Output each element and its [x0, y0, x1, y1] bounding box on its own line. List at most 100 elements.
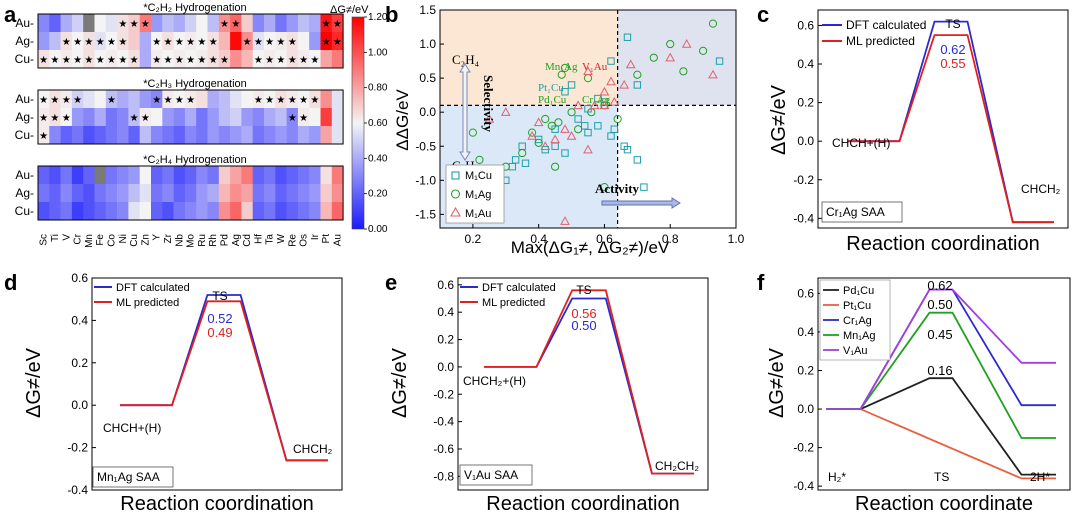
panel-f-legend-label: Pt₁Cu [843, 300, 871, 312]
activity-arrow [601, 197, 681, 209]
heatmap-cell [128, 184, 140, 203]
heatmap-cell [184, 90, 197, 109]
heatmap-star: ★ [276, 55, 285, 66]
panel-e-end-label: CH₂CH₂ [655, 459, 699, 473]
panel-f-legend-label: V₁Au [843, 345, 868, 357]
heatmap-cell [309, 126, 321, 145]
heatmap-cell [173, 202, 186, 221]
scatter-point-m1ag [557, 70, 566, 79]
heatmap-col-label: Ti [50, 234, 61, 242]
panel-c-legend: DFT calculated ML predicted [822, 18, 926, 48]
heatmap-star: ★ [39, 95, 48, 106]
heatmap-cell [207, 166, 220, 185]
heatmap-star: ★ [254, 95, 263, 106]
heatmap-cell [105, 126, 118, 145]
heatmap-star: ★ [130, 19, 139, 30]
heatmap-star: ★ [107, 37, 116, 48]
scatter-point-m1cu [633, 156, 642, 164]
scatter-point-m1ag [613, 114, 622, 124]
heatmap-cell [151, 50, 163, 69]
heatmap-col-label: Pd [220, 234, 231, 246]
panel-label-a: a [4, 2, 17, 27]
heatmap-star: ★ [164, 95, 173, 106]
heatmap-cell [286, 32, 299, 51]
panel-d-start-label: CHCH+(H) [103, 421, 161, 435]
heatmap-col-label: Ni [118, 234, 129, 243]
heatmap-cell [264, 184, 276, 203]
heatmap-frame [37, 89, 344, 145]
heatmap-cell [297, 184, 310, 203]
scatter-point-m1ag [468, 128, 477, 137]
profile-y-tick-label: 0.6 [797, 286, 814, 300]
heatmap-cell [275, 14, 287, 33]
heatmap-cell [297, 202, 310, 221]
heatmap-cell [49, 32, 61, 51]
heatmap-star: ★ [84, 55, 93, 66]
annotation-v1au: V₁Au [582, 61, 608, 73]
region-bottom-right [617, 105, 736, 228]
heatmap-cell [139, 202, 152, 221]
profile-y-tick-label: -0.2 [793, 173, 814, 187]
scatter-point-m1ag [560, 63, 570, 73]
heatmap-cell [49, 108, 61, 127]
heatmap-cell [184, 108, 197, 127]
scatter-point-m1au [606, 76, 616, 86]
heatmap-cell [94, 166, 107, 185]
heatmap-cell [139, 14, 152, 33]
legend-ml-e: ML predicted [482, 297, 545, 309]
scatter-point-m1au [573, 100, 583, 110]
heatmap-cell [139, 108, 152, 127]
profile-y-tick-label: 0.2 [797, 364, 814, 378]
heatmap-star: ★ [254, 37, 263, 48]
heatmap-star: ★ [96, 37, 105, 48]
heatmap-cell [218, 50, 231, 69]
selectivity-arrow [459, 63, 471, 161]
scatter-point-m1au [609, 96, 620, 106]
heatmap-cell [38, 90, 50, 109]
heatmap-cell [320, 50, 333, 69]
heatmap-star: ★ [186, 95, 195, 106]
heatmap-cell [173, 32, 186, 51]
heatmap-cell [105, 14, 118, 33]
heatmap-cell [117, 184, 129, 203]
scatter-point-m1cu [623, 145, 632, 154]
heatmap-star: ★ [333, 19, 342, 30]
annotation-cr1ag: Cr₁Ag [582, 94, 611, 106]
heatmap-cell [207, 32, 220, 51]
panel-c-axes: 0.6 0.4 0.2 0.0 -0.2 -0.4 [793, 18, 822, 225]
panel-f-xtick-h2: H₂* [828, 470, 846, 484]
heatmap-col-label: Cu [129, 234, 140, 247]
heatmap-cell [252, 90, 265, 109]
colorbar-tick-label: 1.20 [368, 12, 388, 23]
heatmap-cell [275, 32, 287, 51]
heatmap-star: ★ [209, 37, 218, 48]
heatmap-col-label: Ru [197, 234, 208, 247]
heatmap-star: ★ [265, 37, 274, 48]
heatmap-cell [230, 90, 242, 109]
heatmap-cell [241, 126, 253, 145]
heatmap-cell [105, 108, 118, 127]
heatmap-cell [60, 166, 73, 185]
scatter-point-m1au [681, 39, 692, 48]
heatmap-cell [162, 50, 174, 69]
heatmap-cell [196, 184, 208, 203]
heatmap-cell [60, 184, 73, 203]
heatmap-star: ★ [276, 95, 285, 106]
heatmap-cell [309, 108, 321, 127]
heatmap-cell [264, 32, 276, 51]
scatter-x-tick-label: 0.6 [596, 232, 613, 246]
profile-y-tick-label: -0.2 [433, 387, 454, 401]
heatmap-cell [49, 14, 61, 33]
scatter-frame [439, 9, 737, 229]
heatmap-cell [71, 108, 84, 127]
heatmap-cell [139, 90, 152, 109]
panel-e-dft-value: 0.50 [571, 318, 596, 333]
heatmap-col-label: Y [152, 234, 163, 241]
scatter-point-m1ag [633, 70, 642, 79]
heatmap-star: ★ [164, 37, 173, 48]
heatmap-cell [83, 166, 95, 185]
heatmap-cell [162, 108, 174, 127]
scatter-point-m1cu [640, 183, 648, 191]
colorbar-ticks: 0.00 0.20 0.40 0.60 0.80 1.00 1.20 [364, 12, 388, 235]
profile-line-pd-cu [826, 377, 1056, 476]
